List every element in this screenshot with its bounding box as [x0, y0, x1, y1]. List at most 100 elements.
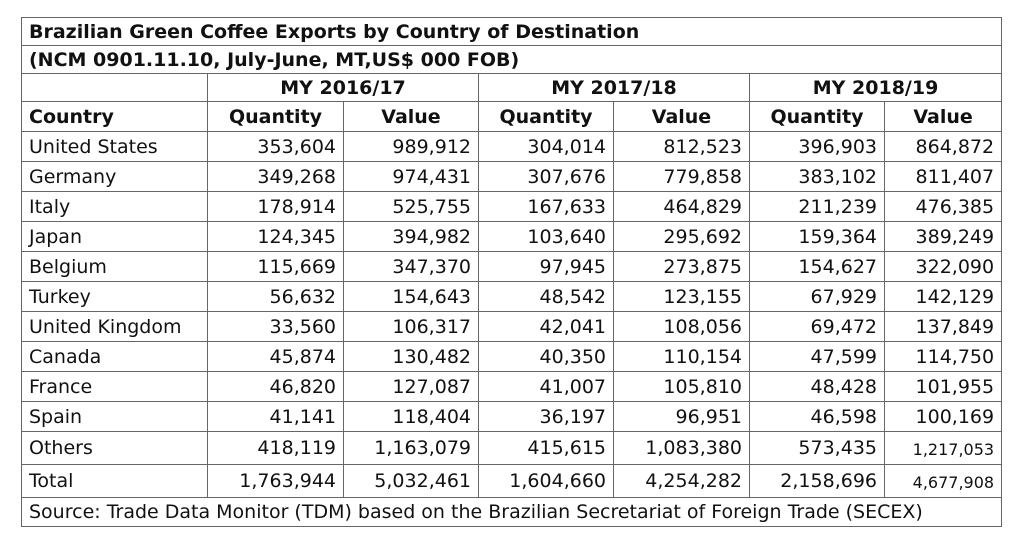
column-header-country: Country: [21, 101, 208, 132]
table-row: Japan 124,345 394,982 103,640 295,692 159,364…: [21, 221, 1003, 252]
value-cell: 322,090: [883, 251, 1003, 282]
value-cell: 4,677,908: [883, 464, 1003, 498]
year-header: MY 2016/17: [207, 73, 479, 102]
country-cell: Spain: [21, 401, 208, 432]
table-row: United Kingdom 33,560 106,317 42,041 108,056…: [21, 311, 1003, 342]
value-cell: 347,370: [343, 251, 479, 282]
value-cell: 48,428: [749, 371, 885, 402]
value-cell: 96,951: [613, 401, 750, 432]
column-header-quantity: Quantity: [478, 101, 614, 132]
value-cell: 97,945: [478, 251, 614, 282]
value-cell: 108,056: [613, 311, 750, 342]
year-header: MY 2017/18: [478, 73, 750, 102]
column-header-value: Value: [613, 101, 750, 132]
table-row: Canada 45,874 130,482 40,350 110,154 47,599 11…: [21, 341, 1003, 372]
table-row: Spain 41,141 118,404 36,197 96,951 46,598 100,…: [21, 401, 1003, 432]
value-cell: 779,858: [613, 161, 750, 192]
coffee-exports-table: Brazilian Green Coffee Exports by Countr…: [20, 17, 1003, 527]
table-row: Germany 349,268 974,431 307,676 779,858 383,1…: [21, 161, 1003, 192]
value-cell: 525,755: [343, 191, 479, 222]
value-cell: 1,083,380: [613, 431, 750, 465]
country-cell: Total: [21, 464, 208, 498]
value-cell: 5,032,461: [343, 464, 479, 498]
value-cell: 4,254,282: [613, 464, 750, 498]
value-cell: 124,345: [207, 221, 344, 252]
country-cell: Belgium: [21, 251, 208, 282]
value-cell: 67,929: [749, 281, 885, 312]
value-cell: 47,599: [749, 341, 885, 372]
country-cell: Germany: [21, 161, 208, 192]
value-cell: 476,385: [883, 191, 1003, 222]
value-cell: 46,598: [749, 401, 885, 432]
table-row: Total 1,763,944 5,032,461 1,604,660 4,254,28…: [21, 464, 1003, 498]
value-cell: 418,119: [207, 431, 344, 465]
value-cell: 307,676: [478, 161, 614, 192]
value-cell: 394,982: [343, 221, 479, 252]
value-cell: 114,750: [883, 341, 1003, 372]
value-cell: 159,364: [749, 221, 885, 252]
column-header-quantity: Quantity: [749, 101, 885, 132]
country-cell: United Kingdom: [21, 311, 208, 342]
table-row: United States 353,604 989,912 304,014 812,52…: [21, 131, 1003, 162]
value-cell: 396,903: [749, 131, 885, 162]
value-cell: 46,820: [207, 371, 344, 402]
value-cell: 989,912: [343, 131, 479, 162]
value-cell: 1,217,053: [883, 431, 1003, 465]
country-cell: United States: [21, 131, 208, 162]
value-cell: 1,763,944: [207, 464, 344, 498]
year-header: MY 2018/19: [748, 73, 1003, 102]
value-cell: 101,955: [883, 371, 1003, 402]
value-cell: 1,163,079: [343, 431, 479, 465]
value-cell: 41,141: [207, 401, 344, 432]
table-row: Others 418,119 1,163,079 415,615 1,083,380 57…: [21, 431, 1003, 465]
value-cell: 811,407: [883, 161, 1003, 192]
table-row: Belgium 115,669 347,370 97,945 273,875 154,62…: [21, 251, 1003, 282]
value-cell: 154,627: [749, 251, 885, 282]
value-cell: 211,239: [749, 191, 885, 222]
table-title: Brazilian Green Coffee Exports by Countr…: [20, 17, 1003, 46]
value-cell: 110,154: [613, 341, 750, 372]
source-note: Source: Trade Data Monitor (TDM) based o…: [20, 497, 1003, 527]
value-cell: 33,560: [207, 311, 344, 342]
value-cell: 100,169: [883, 401, 1003, 432]
value-cell: 40,350: [478, 341, 614, 372]
country-cell: Turkey: [21, 281, 208, 312]
value-cell: 1,604,660: [478, 464, 614, 498]
value-cell: 123,155: [613, 281, 750, 312]
value-cell: 41,007: [478, 371, 614, 402]
value-cell: 353,604: [207, 131, 344, 162]
country-cell: Others: [21, 431, 208, 465]
value-cell: 106,317: [343, 311, 479, 342]
value-cell: 142,129: [883, 281, 1003, 312]
value-cell: 974,431: [343, 161, 479, 192]
country-cell: France: [21, 371, 208, 402]
value-cell: 573,435: [749, 431, 885, 465]
value-cell: 56,632: [207, 281, 344, 312]
column-header-value: Value: [343, 101, 479, 132]
empty-header-cell: [21, 73, 208, 102]
country-cell: Japan: [21, 221, 208, 252]
table-row: Turkey 56,632 154,643 48,542 123,155 67,929 14…: [21, 281, 1003, 312]
value-cell: 295,692: [613, 221, 750, 252]
value-cell: 349,268: [207, 161, 344, 192]
column-header-value: Value: [883, 101, 1003, 132]
value-cell: 154,643: [343, 281, 479, 312]
value-cell: 812,523: [613, 131, 750, 162]
value-cell: 2,158,696: [749, 464, 885, 498]
value-cell: 389,249: [883, 221, 1003, 252]
value-cell: 36,197: [478, 401, 614, 432]
value-cell: 103,640: [478, 221, 614, 252]
value-cell: 137,849: [883, 311, 1003, 342]
value-cell: 464,829: [613, 191, 750, 222]
value-cell: 178,914: [207, 191, 344, 222]
value-cell: 69,472: [749, 311, 885, 342]
value-cell: 105,810: [613, 371, 750, 402]
value-cell: 273,875: [613, 251, 750, 282]
table-subtitle: (NCM 0901.11.10, July-June, MT,US$ 000 F…: [20, 45, 1003, 74]
value-cell: 304,014: [478, 131, 614, 162]
value-cell: 415,615: [478, 431, 614, 465]
country-cell: Italy: [21, 191, 208, 222]
country-cell: Canada: [21, 341, 208, 372]
table-row: France 46,820 127,087 41,007 105,810 48,428 10…: [21, 371, 1003, 402]
column-header-quantity: Quantity: [207, 101, 344, 132]
